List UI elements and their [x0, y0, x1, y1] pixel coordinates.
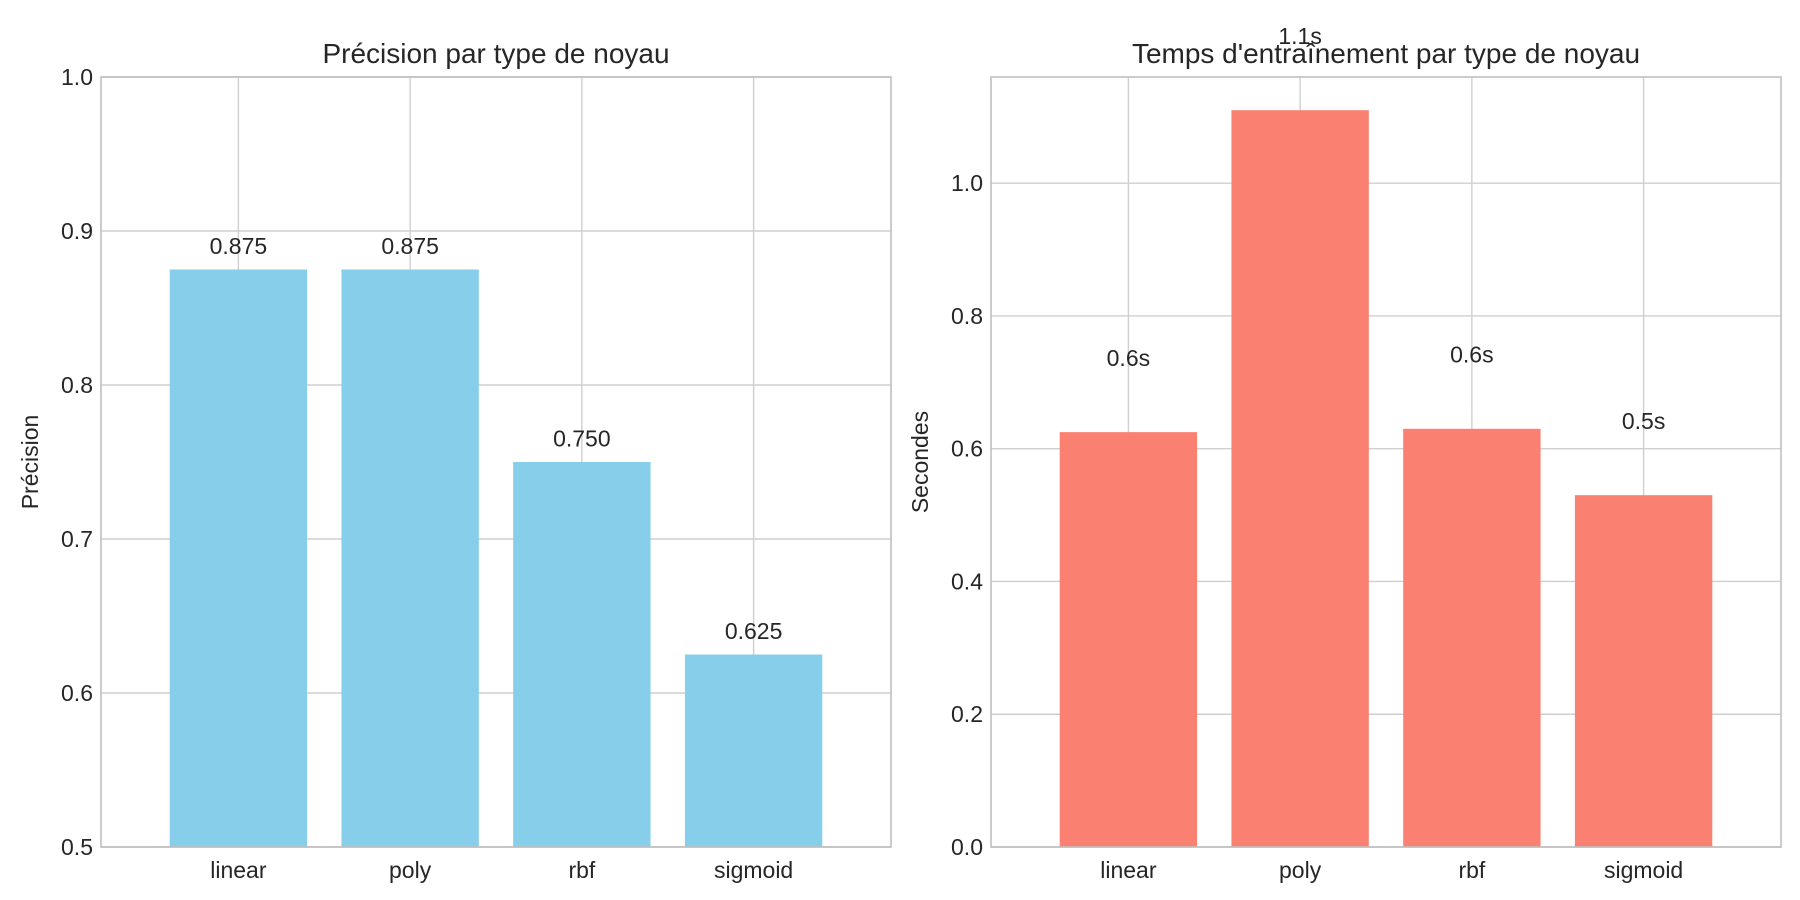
training-time-chart: 0.6s 1.1s 0.6s 0.5s 0.0 0.2 0.4 0.6 0.8 1.0 linear…: [907, 23, 1782, 883]
value-label: 0.6s: [1107, 345, 1150, 371]
y-tick-label: 0.4: [951, 568, 983, 594]
y-tick-label: 0.6: [61, 680, 93, 706]
bar-rbf: [513, 462, 651, 847]
bar-linear: [169, 269, 308, 847]
value-label: 0.750: [553, 426, 611, 452]
value-label: 0.6s: [1450, 341, 1493, 367]
bar-poly: [1231, 110, 1369, 848]
y-tick-label: 1.0: [61, 64, 93, 90]
bar-sigmoid: [1574, 495, 1713, 847]
x-tick-label: sigmoid: [1604, 857, 1683, 883]
x-tick-label: linear: [1100, 857, 1157, 883]
precision-chart: 0.875 0.875 0.750 0.625 0.5 0.6 0.7 0.8 0.9 1.0 li…: [17, 38, 892, 883]
y-axis-label: Secondes: [907, 411, 933, 513]
y-tick-label: 0.2: [951, 701, 983, 727]
y-tick-label: 0.0: [951, 834, 983, 860]
x-tick-label: rbf: [568, 857, 595, 883]
y-tick-label: 0.7: [61, 526, 93, 552]
y-axis-label: Précision: [17, 415, 43, 510]
y-tick-label: 0.5: [61, 834, 93, 860]
y-tick-label: 1.0: [951, 170, 983, 196]
chart-title: Précision par type de noyau: [322, 38, 669, 69]
x-tick-label: rbf: [1458, 857, 1485, 883]
bar-poly: [341, 269, 479, 847]
x-tick-label: sigmoid: [714, 857, 793, 883]
x-tick-label: poly: [1279, 857, 1322, 883]
chart-title: Temps d'entraînement par type de noyau: [1132, 38, 1640, 69]
value-label: 0.875: [210, 233, 268, 259]
plot-frame: [990, 76, 1782, 848]
y-tick-label: 0.6: [951, 436, 983, 462]
plot-frame: [100, 76, 892, 848]
value-label: 0.5s: [1622, 408, 1665, 434]
value-label: 1.1s: [1278, 23, 1321, 49]
x-tick-label: linear: [210, 857, 267, 883]
bar-rbf: [1403, 428, 1541, 847]
x-tick-label: poly: [389, 857, 432, 883]
y-tick-label: 0.8: [61, 372, 93, 398]
bar-sigmoid: [684, 654, 823, 847]
bar-linear: [1059, 432, 1198, 847]
value-label: 0.625: [725, 618, 783, 644]
y-tick-label: 0.9: [61, 218, 93, 244]
y-tick-label: 0.8: [951, 303, 983, 329]
value-label: 0.875: [381, 233, 439, 259]
